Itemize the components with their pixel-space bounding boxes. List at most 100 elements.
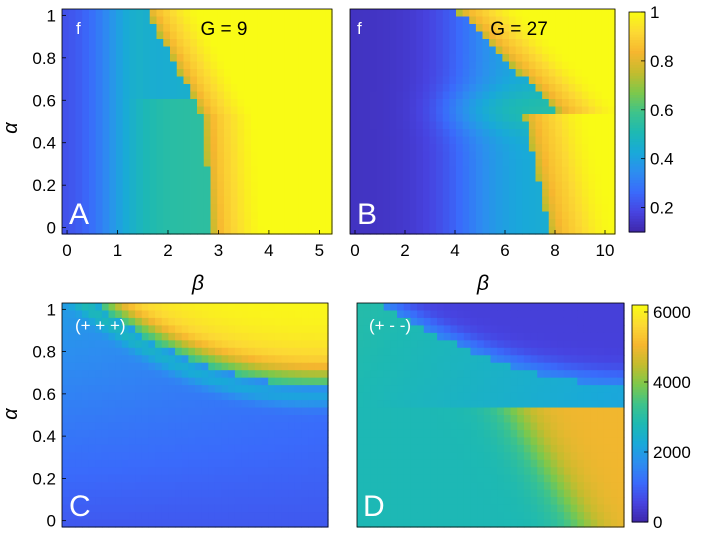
heatmap-cell [195,407,203,416]
heatmap-cell [298,211,306,220]
heatmap-cell [610,512,618,521]
heatmap-cell [475,181,484,190]
heatmap-cell [523,332,532,341]
heatmap-cell [568,159,576,168]
heatmap-cell [443,317,452,326]
heatmap-cell [305,61,313,70]
heatmap-cell [583,512,592,521]
heatmap-cell [163,166,171,175]
heatmap-cell [101,489,110,498]
heatmap-cell [122,46,131,55]
heatmap-cell [109,24,117,33]
heatmap-cell [281,347,289,356]
heatmap-cell [108,519,116,528]
heatmap-cell [237,211,245,220]
heatmap-cell [224,159,232,168]
heatmap-cell [416,189,424,198]
heatmap-cell [308,332,316,341]
heatmap-cell [522,226,530,235]
heatmap-cell [88,459,96,468]
heatmap-cell [377,437,385,446]
heatmap-cell [563,444,572,453]
heatmap-cell [530,325,538,334]
heatmap-cell [509,54,517,63]
heatmap-cell [325,76,333,85]
heatmap-cell [369,54,378,63]
heatmap-cell [583,415,592,424]
heatmap-cell [350,91,358,100]
heatmap-cell [542,54,550,63]
heatmap-cell [228,489,236,498]
heatmap-cell [557,452,565,461]
heatmap-cell [294,437,302,446]
heatmap-cell [548,9,556,18]
heatmap-cell [109,174,117,183]
heatmap-cell [95,39,104,48]
heatmap-cell [183,91,191,100]
heatmap-cell [456,91,464,100]
heatmap-cell [208,459,216,468]
heatmap-cell [136,61,144,70]
heatmap-cell [390,385,398,394]
heatmap-cell [325,151,333,160]
heatmap-cell [257,211,266,220]
heatmap-cell [568,76,576,85]
heatmap-cell [483,444,492,453]
heatmap-cell [389,121,397,130]
heatmap-cell [241,392,249,401]
heatmap-cell [449,196,457,205]
heatmap-cell [141,467,150,476]
heatmap-cell [197,211,205,220]
heatmap-cell [363,325,371,334]
heatmap-cell [436,61,444,70]
heatmap-cell [149,166,158,175]
heatmap-cell [68,422,76,431]
heatmap-cell [305,54,313,63]
heatmap-cell [403,226,411,235]
heatmap-cell [477,422,485,431]
heatmap-cell [430,512,438,521]
heatmap-cell [396,174,404,183]
heatmap-cell [462,69,470,78]
heatmap-cell [89,204,97,213]
heatmap-cell [376,159,384,168]
heatmap-cell [376,61,384,70]
heatmap-cell [325,136,333,145]
heatmap-cell [325,39,333,48]
heatmap-cell [595,196,603,205]
heatmap-cell [456,69,464,78]
heatmap-cell [197,46,205,55]
heatmap-cell [318,219,326,228]
heatmap-cell [577,400,585,409]
heatmap-cell [115,489,123,498]
heatmap-cell [203,46,212,55]
heatmap-cell [217,69,225,78]
heatmap-cell [470,437,478,446]
heatmap-cell [583,452,592,461]
heatmap-cell [363,504,371,513]
heatmap-cell [436,174,444,183]
heatmap-cell [241,489,249,498]
heatmap-cell [181,437,189,446]
heatmap-cell [228,459,236,468]
heatmap-cell [254,489,263,498]
heatmap-cell [548,46,556,55]
heatmap-cell [462,166,470,175]
heatmap-cell [528,129,537,138]
heatmap-cell [608,114,616,123]
heatmap-cell [449,144,457,153]
heatmap-cell [248,325,256,334]
heatmap-cell [115,310,123,319]
heatmap-cell [489,219,497,228]
heatmap-cell [88,467,96,476]
colorbar-step [629,47,645,52]
heatmap-cell [509,69,517,78]
x-tick-label: 2 [163,241,172,260]
y-axis-label-c: α [0,408,22,420]
heatmap-cell [577,377,585,386]
heatmap-cell [278,159,286,168]
heatmap-cell [436,46,444,55]
heatmap-cell [475,91,484,100]
heatmap-cell [201,303,209,312]
heatmap-cell [581,226,590,235]
